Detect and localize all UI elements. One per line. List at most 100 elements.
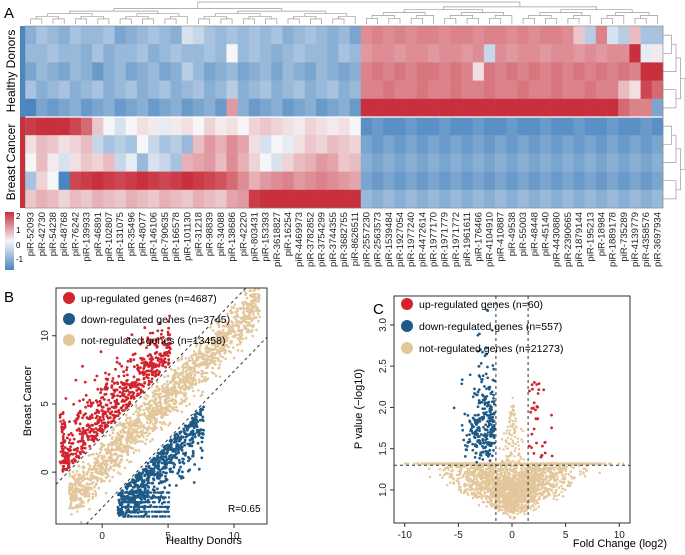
volcano-point	[532, 494, 535, 497]
scatter-point	[104, 465, 108, 469]
heatmap-cell	[215, 62, 227, 81]
scatter-point	[91, 481, 95, 484]
scatter-point	[70, 496, 73, 499]
scatter-point	[80, 437, 84, 440]
scatter-point	[110, 379, 114, 383]
scatter-point	[193, 366, 196, 370]
scatter-point	[158, 361, 162, 364]
scatter-point	[155, 338, 158, 342]
scatter-point	[109, 401, 113, 405]
scatter-point	[163, 400, 167, 403]
dendrogram-branch	[310, 18, 322, 24]
scatter-point	[68, 505, 72, 508]
heatmap-cell	[58, 62, 71, 81]
heatmap-cell	[181, 98, 194, 118]
heatmap-cell	[192, 26, 205, 45]
scatter-point	[252, 298, 256, 302]
heatmap-cell	[293, 44, 306, 63]
scatter-point	[150, 420, 153, 423]
scatter-point	[140, 383, 144, 386]
heatmap-cell	[226, 189, 238, 209]
heatmap-cell	[58, 171, 71, 191]
scatter-point	[250, 301, 253, 304]
heatmap-column-label: piR-3754299	[317, 212, 328, 267]
dendrogram-branch	[293, 15, 317, 19]
scatter-point	[75, 470, 79, 473]
scatter-point	[140, 498, 144, 501]
heatmap-cell	[416, 117, 429, 136]
heatmap-cell	[293, 98, 306, 118]
heatmap-cell	[103, 98, 115, 118]
scatter-point	[119, 431, 123, 434]
scatter-point	[185, 433, 189, 436]
scatter-point	[164, 471, 168, 475]
scatter-point	[166, 389, 170, 392]
scatter-point	[134, 437, 137, 440]
heatmap-cell	[439, 135, 451, 154]
scatter-point	[252, 310, 255, 314]
heatmap-column-label: piR-18984	[596, 211, 607, 256]
scatter-point	[101, 466, 105, 470]
scatter-point	[248, 317, 251, 321]
scatter-point	[88, 477, 92, 480]
y-tick-label: 10	[40, 330, 51, 342]
scatter-point	[174, 484, 178, 487]
heatmap-cell	[506, 189, 518, 209]
scatter-point	[181, 470, 184, 474]
heatmap-cell	[539, 135, 552, 154]
volcano-point	[466, 493, 470, 497]
scatter-point	[210, 371, 214, 374]
scatter-point	[133, 441, 137, 445]
scatter-point	[115, 459, 118, 463]
scatter-point	[159, 491, 162, 494]
scatter-point	[87, 495, 91, 498]
heatmap-cell	[517, 117, 529, 136]
scatter-point	[105, 414, 109, 418]
heatmap-cell	[293, 153, 306, 172]
heatmap-cell	[181, 189, 194, 209]
scatter-point	[188, 468, 192, 472]
heatmap-cell	[383, 135, 395, 154]
scatter-point	[179, 465, 183, 469]
legend-dot-up	[63, 292, 75, 304]
scatter-point	[103, 398, 106, 401]
heatmap-cell	[271, 80, 283, 100]
heatmap-cell	[517, 98, 529, 118]
heatmap-cell	[394, 171, 406, 191]
scatter-point	[118, 500, 121, 503]
scatter-point	[105, 451, 108, 455]
scatter-point	[121, 409, 124, 412]
scatter-point	[201, 370, 204, 373]
scatter-point	[75, 454, 79, 458]
scatter-point	[183, 366, 187, 369]
scatter-point	[223, 348, 226, 352]
scatter-point	[135, 479, 139, 483]
scatter-point	[185, 404, 188, 408]
scatter-point	[120, 489, 124, 493]
scatter-point	[142, 376, 146, 380]
heatmap-cell	[47, 80, 59, 100]
heatmap-cell	[159, 44, 171, 63]
heatmap-cell	[226, 171, 238, 191]
scatter-point	[214, 362, 217, 366]
scatter-point	[127, 510, 130, 513]
heatmap-cell	[528, 153, 541, 172]
scatter-point	[155, 384, 159, 388]
volcano-point	[583, 475, 587, 478]
scatter-point	[201, 415, 205, 419]
scatter-point	[185, 373, 189, 376]
scatter-point	[60, 445, 63, 448]
dendrogram-branch	[560, 9, 633, 13]
volcano-point	[442, 469, 445, 472]
scatter-point	[77, 490, 81, 494]
scatter-point	[72, 437, 76, 441]
scatter-point	[173, 436, 177, 439]
heatmap-cell	[371, 117, 384, 136]
scatter-point	[150, 458, 154, 462]
heatmap-cell	[304, 98, 317, 118]
heatmap-cell	[405, 62, 418, 81]
heatmap-cell	[450, 189, 462, 209]
scatter-point	[116, 471, 120, 474]
heatmap-cell	[539, 44, 552, 63]
scatter-point	[106, 409, 110, 413]
